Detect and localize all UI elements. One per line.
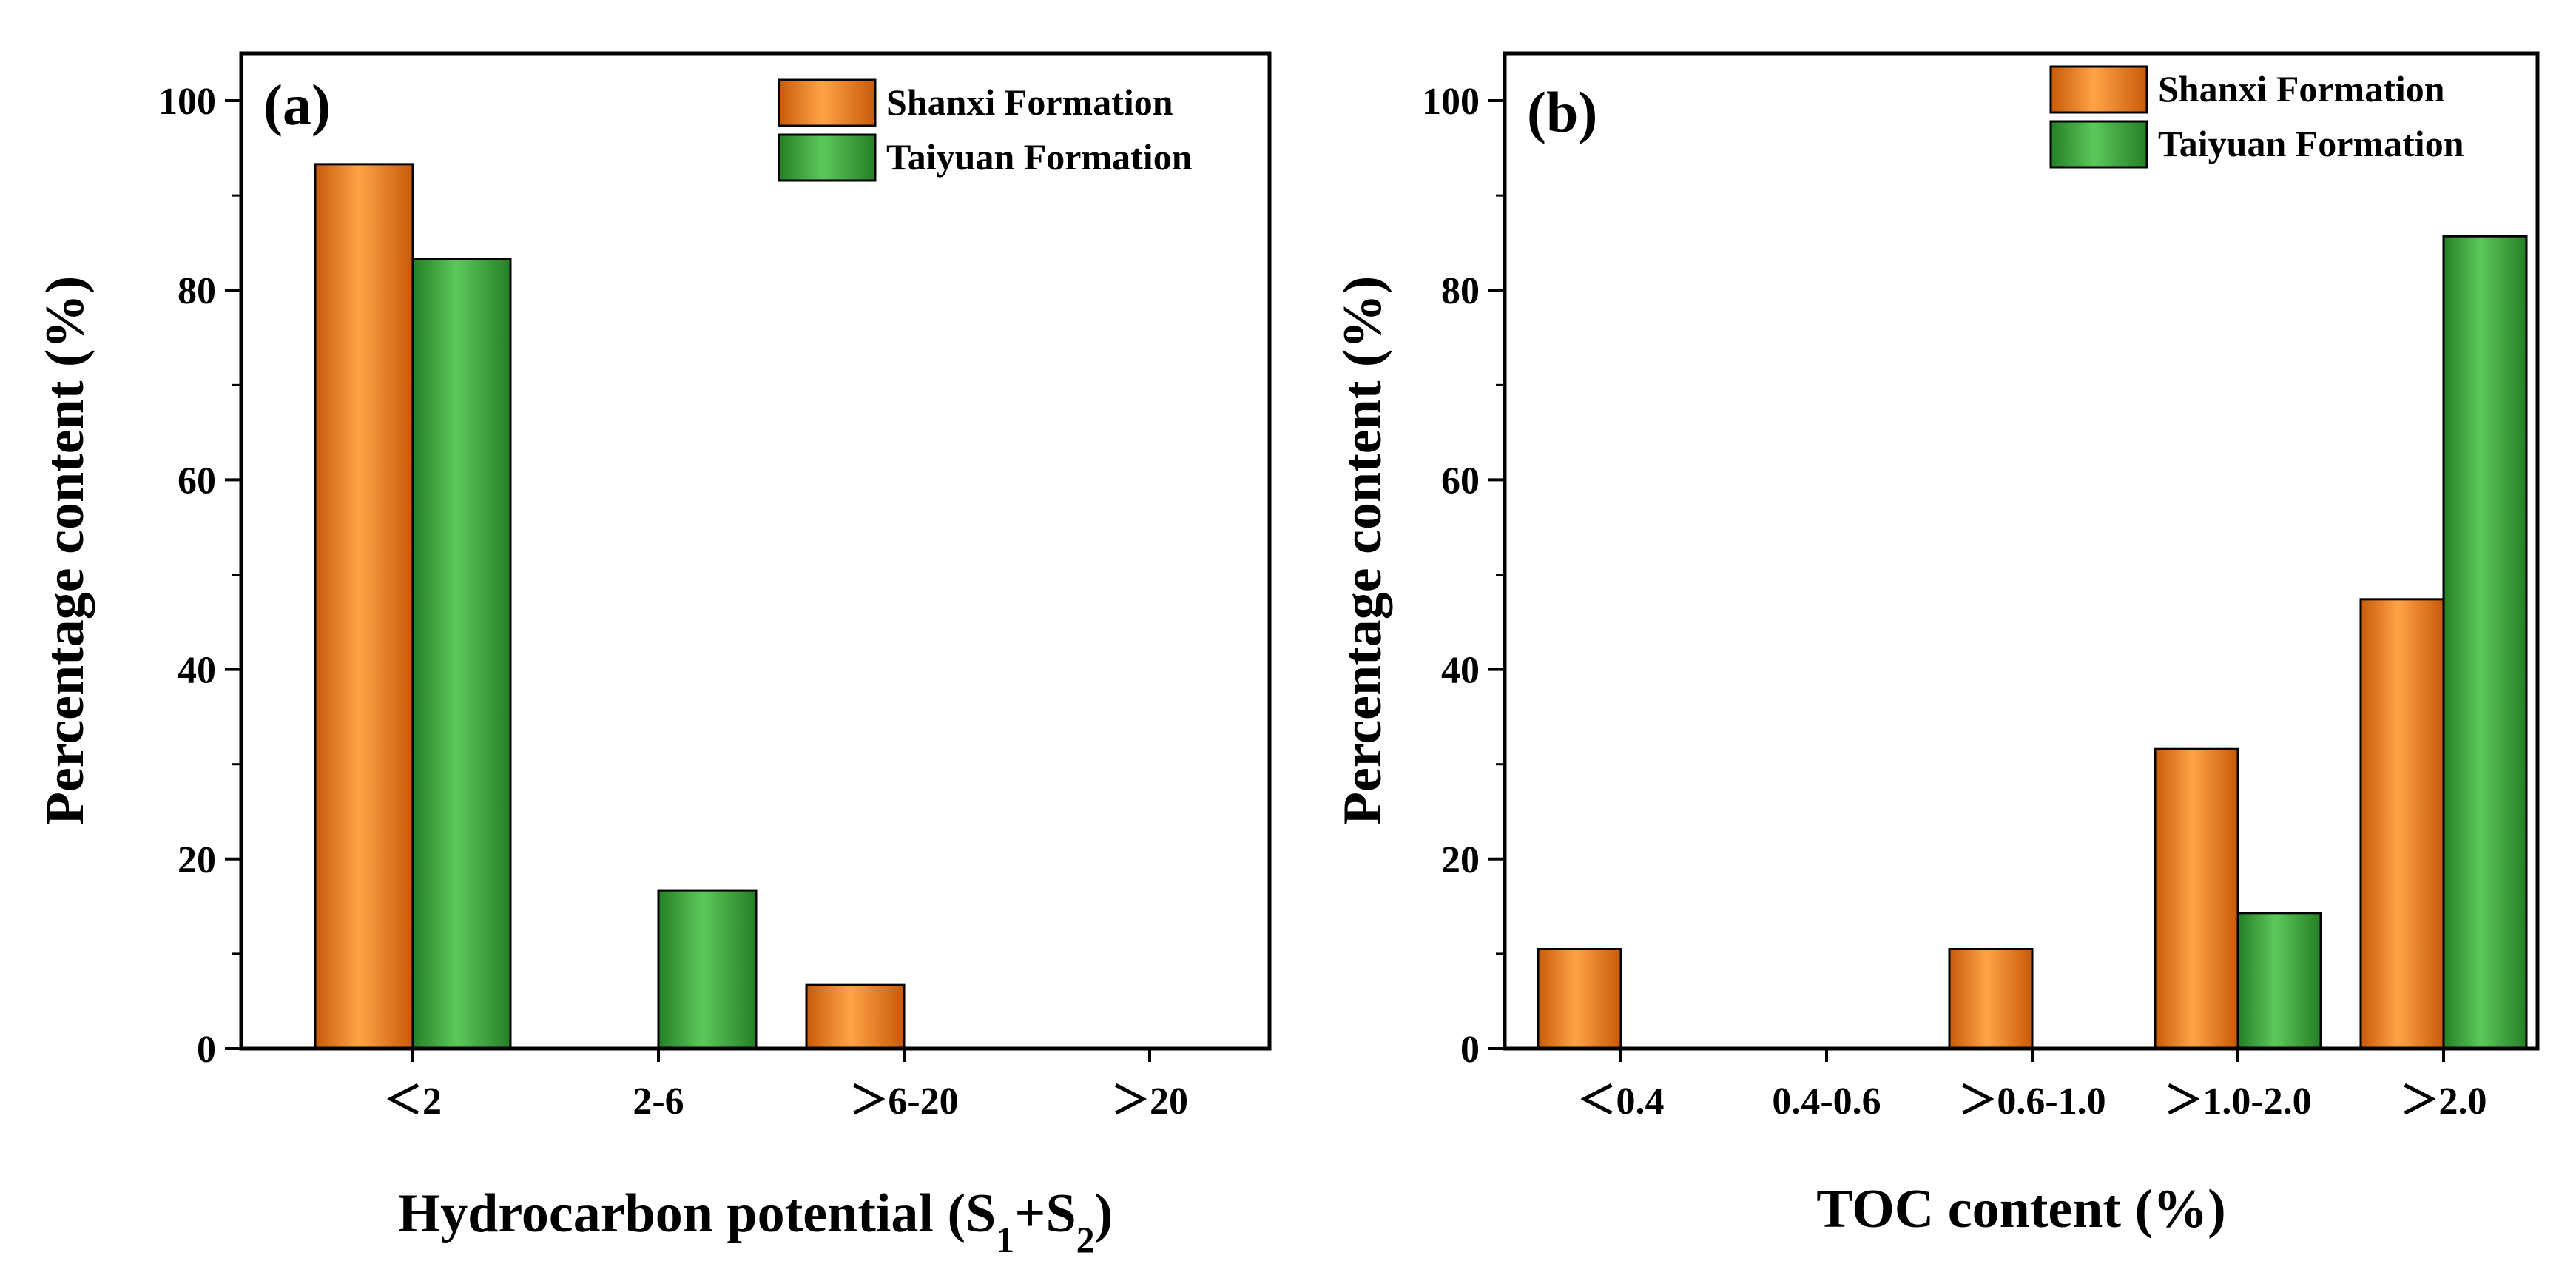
y-tick-label: 80 bbox=[1441, 270, 1480, 312]
x-tick-label: 2-6 bbox=[633, 1080, 684, 1123]
x-tick-label: 0.4-0.6 bbox=[1772, 1080, 1881, 1123]
bar-shanxi-4 bbox=[2359, 598, 2445, 1050]
panel-a-bars bbox=[314, 163, 906, 1050]
chart-panel-a: 0 20 40 60 80 100 ＜2 2-6 ＞6-20 ＞20 (a) Shanxi Fo… bbox=[35, 51, 1272, 1260]
bar-taiyuan-4 bbox=[2442, 235, 2528, 1050]
y-tick-label: 60 bbox=[1441, 460, 1480, 502]
panel-b-y-axis-title: Percentage content (%) bbox=[1332, 276, 1393, 825]
bar-taiyuan-1 bbox=[657, 889, 758, 1050]
x-tick-label: ＜0.4 bbox=[1577, 1080, 1664, 1123]
x-title-main: Hydrocarbon potential (S bbox=[398, 1183, 997, 1244]
bar-taiyuan-0 bbox=[411, 258, 512, 1050]
x-tick-label: ＞2.0 bbox=[2400, 1080, 2486, 1123]
x-tick-label: ＞1.0-2.0 bbox=[2164, 1080, 2311, 1123]
legend-label-shanxi: Shanxi Formation bbox=[886, 81, 1173, 123]
y-tick-label: 80 bbox=[178, 270, 216, 312]
panel-b-x-axis-title: TOC content (%) bbox=[1816, 1179, 2226, 1240]
panel-b-legend: Shanxi Formation Taiyuan Formation bbox=[2049, 65, 2464, 169]
legend-swatch-taiyuan bbox=[2049, 120, 2148, 169]
y-tick-label: 40 bbox=[178, 650, 216, 692]
y-tick-label: 0 bbox=[1460, 1029, 1480, 1071]
chart-panel-b: 0 20 40 60 80 100 ＜0.4 0.4-0.6 ＞0.6-1.0 ＞1.0-2.0… bbox=[1332, 51, 2540, 1240]
panel-a-x-ticks: ＜2 2-6 ＞6-20 ＞20 bbox=[384, 1049, 1188, 1123]
bar-shanxi-3 bbox=[2154, 747, 2239, 1050]
x-tick-label: ＞0.6-1.0 bbox=[1958, 1080, 2105, 1123]
y-tick-label: 100 bbox=[158, 81, 216, 123]
panel-a-legend: Shanxi Formation Taiyuan Formation bbox=[778, 78, 1193, 182]
x-tick-label: ＞20 bbox=[1111, 1080, 1188, 1123]
y-tick-label: 40 bbox=[1441, 650, 1480, 692]
y-tick-label: 20 bbox=[1441, 839, 1480, 881]
x-title-sub-1: 1 bbox=[996, 1219, 1014, 1260]
panel-a-label: (a) bbox=[263, 73, 331, 137]
panel-b-y-ticks: 0 20 40 60 80 100 bbox=[1422, 81, 1505, 1071]
panel-b-x-ticks: ＜0.4 0.4-0.6 ＞0.6-1.0 ＞1.0-2.0 ＞2.0 bbox=[1577, 1049, 2487, 1123]
legend-label-taiyuan: Taiyuan Formation bbox=[886, 136, 1193, 178]
bar-shanxi-0 bbox=[1537, 948, 1622, 1050]
panel-b-bars bbox=[1537, 235, 2528, 1050]
y-tick-label: 0 bbox=[197, 1029, 216, 1071]
x-title-sub-2: 2 bbox=[1076, 1219, 1095, 1260]
legend-label-shanxi: Shanxi Formation bbox=[2158, 68, 2445, 110]
bar-shanxi-2 bbox=[1948, 948, 2034, 1050]
legend-swatch-shanxi bbox=[778, 78, 877, 127]
bar-taiyuan-3 bbox=[2236, 912, 2322, 1050]
x-tick-label: ＜2 bbox=[384, 1080, 442, 1123]
x-tick-label: ＞6-20 bbox=[849, 1080, 958, 1123]
panel-a-y-axis-title: Percentage content (%) bbox=[35, 276, 95, 825]
y-tick-label: 60 bbox=[178, 460, 216, 502]
legend-label-taiyuan: Taiyuan Formation bbox=[2158, 123, 2464, 164]
y-tick-label: 100 bbox=[1422, 81, 1480, 123]
legend-swatch-shanxi bbox=[2049, 65, 2148, 114]
x-title-close: ) bbox=[1095, 1183, 1113, 1244]
y-tick-label: 20 bbox=[178, 839, 216, 881]
x-title-plus: +S bbox=[1014, 1183, 1076, 1244]
panel-a-plot-frame bbox=[239, 51, 1272, 1051]
panel-b-label: (b) bbox=[1527, 80, 1597, 144]
panel-b-plot-frame bbox=[1503, 51, 2540, 1051]
panel-a-x-axis-title: Hydrocarbon potential (S1+S2) bbox=[398, 1183, 1113, 1260]
panel-a-y-ticks: 0 20 40 60 80 100 bbox=[158, 81, 241, 1071]
bar-shanxi-2 bbox=[805, 983, 906, 1050]
legend-swatch-taiyuan bbox=[778, 133, 877, 182]
bar-shanxi-0 bbox=[314, 163, 414, 1050]
